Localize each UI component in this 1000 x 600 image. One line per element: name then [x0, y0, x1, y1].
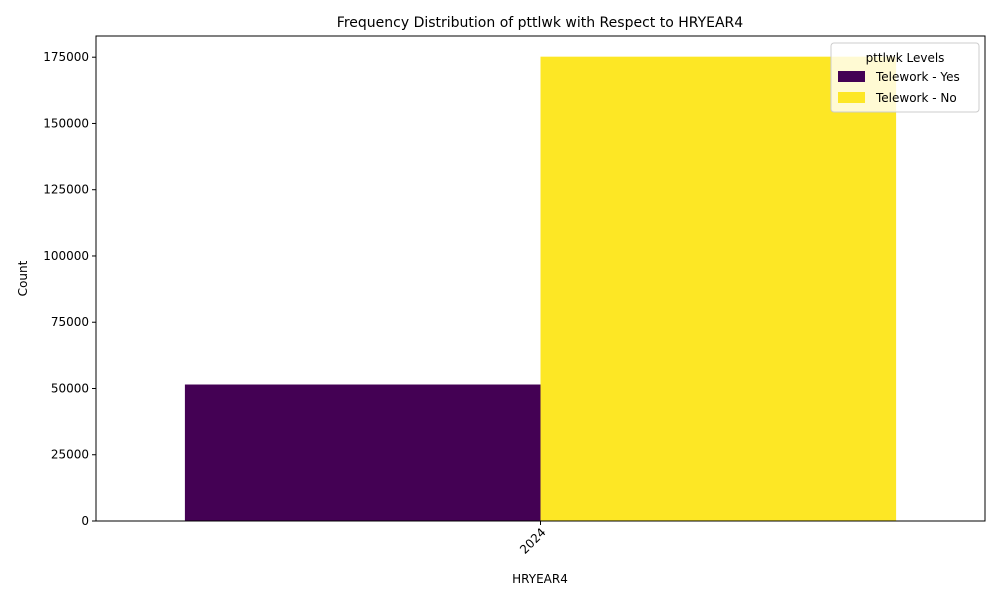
legend-swatch-telework-no	[838, 92, 865, 103]
plot-area: 0 25000 50000 75000 100000 125000 150000 175000…	[43, 35, 986, 557]
y-tick-label: 50000	[51, 381, 89, 395]
legend-label-telework-yes: Telework - Yes	[875, 70, 960, 84]
x-axis-title: HRYEAR4	[512, 572, 568, 586]
y-tick-label: 175000	[43, 50, 89, 64]
x-axis: 2024	[517, 521, 549, 557]
legend-frame	[830, 42, 980, 113]
legend-label-telework-no: Telework - No	[875, 91, 957, 105]
bar-telework-no	[540, 56, 897, 522]
y-tick-label: 25000	[51, 448, 89, 462]
x-tick-label: 2024	[517, 525, 548, 556]
y-axis-title: Count	[16, 260, 30, 296]
y-tick-label: 150000	[43, 116, 89, 130]
chart-title: Frequency Distribution of pttlwk with Re…	[337, 15, 743, 31]
legend-title: pttlwk Levels	[866, 51, 945, 65]
legend-swatch-telework-yes	[838, 71, 865, 82]
y-tick-label: 75000	[51, 315, 89, 329]
bars	[184, 56, 897, 522]
y-tick-label: 125000	[43, 183, 89, 197]
legend: pttlwk Levels Telework - Yes Telework - N…	[830, 42, 980, 113]
y-axis: 0 25000 50000 75000 100000 125000 150000 175000	[43, 50, 96, 528]
bar-telework-yes	[184, 384, 541, 521]
y-tick-label: 0	[81, 514, 89, 528]
y-tick-label: 100000	[43, 249, 89, 263]
